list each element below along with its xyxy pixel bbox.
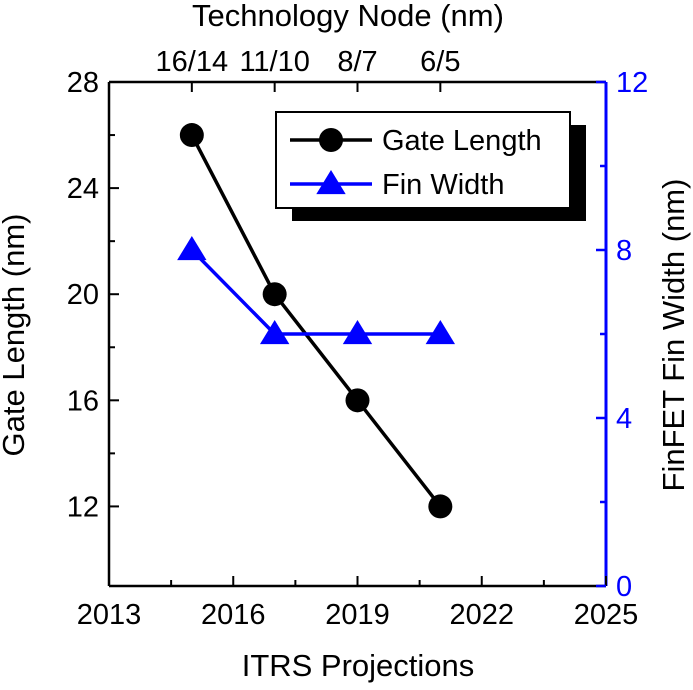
x-tick-label: 2019 — [325, 599, 390, 631]
left-y-tick-label: 24 — [67, 173, 99, 205]
x-tick-label: 2013 — [77, 599, 142, 631]
top-tick-label: 8/7 — [337, 46, 377, 78]
legend-label: Fin Width — [382, 169, 504, 201]
data-point — [345, 388, 370, 413]
left-y-tick-label: 28 — [67, 67, 99, 99]
x-axis-label: ITRS Projections — [242, 648, 475, 683]
left-y-axis-label: Gate Length (nm) — [0, 214, 31, 457]
data-point — [179, 123, 204, 148]
right-y-tick-label: 12 — [616, 67, 648, 99]
data-point — [428, 494, 453, 519]
legend: Gate Length Fin Width — [275, 111, 586, 221]
right-y-tick-label: 4 — [616, 403, 632, 435]
x-tick-label: 2025 — [574, 599, 639, 631]
right-y-tick-label: 0 — [616, 571, 632, 603]
data-point — [425, 320, 456, 345]
x-tick-label: 2022 — [449, 599, 514, 631]
legend-label: Gate Length — [382, 125, 542, 157]
left-y-tick-label: 16 — [67, 385, 99, 417]
data-point — [342, 320, 373, 345]
data-point — [177, 236, 207, 261]
right-y-axis-label: FinFET Fin Width (nm) — [656, 179, 691, 492]
series-line-fin-width — [190, 248, 441, 336]
left-y-tick-label: 12 — [67, 491, 99, 523]
x-tick-label: 2016 — [201, 599, 266, 631]
top-tick-label: 11/10 — [239, 46, 309, 78]
top-tick-label: 6/5 — [420, 46, 460, 78]
top-axis-title: Technology Node (nm) — [192, 0, 504, 33]
legend-marker — [319, 128, 343, 152]
data-point — [259, 320, 290, 345]
legend-marker — [316, 170, 346, 195]
data-point — [262, 282, 287, 307]
top-tick-label: 16/14 — [156, 46, 229, 78]
left-y-tick-label: 20 — [67, 279, 99, 311]
right-y-tick-label: 8 — [616, 235, 632, 267]
series-line-gate-length — [190, 134, 442, 508]
